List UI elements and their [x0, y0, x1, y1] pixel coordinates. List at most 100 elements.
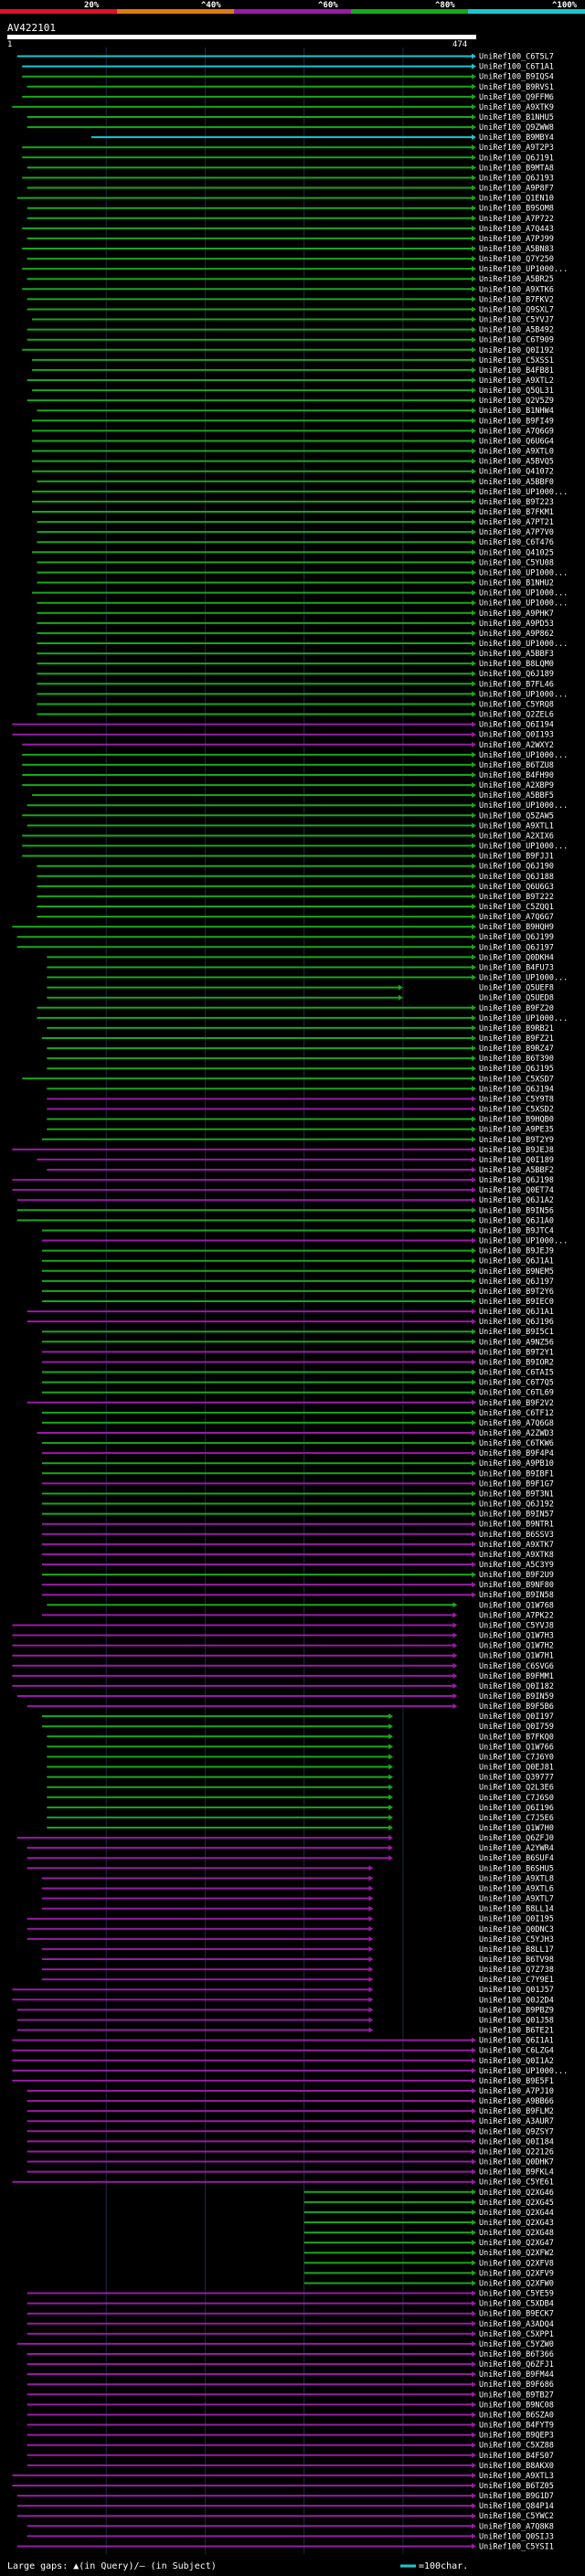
hit-row[interactable]: UniRef100_UP1000...	[27, 801, 569, 811]
hit-row[interactable]: UniRef100_A5B492	[27, 326, 554, 335]
hit-row[interactable]: UniRef100_Q39777	[47, 1774, 554, 1783]
hit-label[interactable]: UniRef100_Q0J2D4	[479, 1996, 554, 2005]
hit-row[interactable]: UniRef100_A9P862	[37, 630, 554, 639]
hit-row[interactable]: UniRef100_A9PHK7	[37, 610, 554, 619]
hit-label[interactable]: UniRef100_B6SUF4	[479, 1854, 554, 1863]
hit-row[interactable]: UniRef100_A9XTK6	[22, 285, 554, 294]
hit-row[interactable]: UniRef100_B9T223	[32, 498, 554, 507]
hit-row[interactable]: UniRef100_Q6I196	[47, 1804, 554, 1813]
hit-label[interactable]: UniRef100_B9IN59	[479, 1692, 554, 1701]
hit-label[interactable]: UniRef100_UP1000...	[479, 801, 568, 811]
hit-label[interactable]: UniRef100_C5XSS1	[479, 356, 554, 366]
hit-label[interactable]: UniRef100_A9PB10	[479, 1459, 554, 1468]
hit-label[interactable]: UniRef100_B1NHU5	[479, 113, 554, 122]
hit-row[interactable]: UniRef100_C5XSD7	[22, 1075, 554, 1084]
hit-label[interactable]: UniRef100_UP1000...	[479, 589, 568, 599]
hit-label[interactable]: UniRef100_B9I5C1	[479, 1328, 554, 1337]
hit-label[interactable]: UniRef100_Q6J198	[479, 1176, 554, 1185]
hit-row[interactable]: UniRef100_B7FKV2	[27, 295, 554, 304]
hit-row[interactable]: UniRef100_A7P7V0	[37, 528, 554, 537]
hit-row[interactable]: UniRef100_B7FL46	[37, 680, 554, 689]
hit-row[interactable]: UniRef100_Q6J193	[22, 174, 554, 183]
hit-row[interactable]: UniRef100_B6SUF4	[27, 1854, 554, 1863]
hit-row[interactable]: UniRef100_A2XBP9	[22, 781, 554, 790]
hit-row[interactable]: UniRef100_B9NEM5	[41, 1267, 554, 1277]
hit-label[interactable]: UniRef100_B9FJJ1	[479, 853, 554, 862]
hit-row[interactable]: UniRef100_C5YWC2	[16, 2512, 554, 2521]
hit-label[interactable]: UniRef100_A7Q6G9	[479, 427, 554, 436]
hit-row[interactable]: UniRef100_C6T476	[37, 538, 554, 547]
hit-row[interactable]: UniRef100_C7Y9E1	[41, 1976, 554, 1985]
hit-label[interactable]: UniRef100_B9NC08	[479, 2401, 554, 2410]
hit-row[interactable]: UniRef100_B9QEP3	[27, 2432, 554, 2441]
hit-label[interactable]: UniRef100_A7Q8K8	[479, 2522, 554, 2531]
hit-row[interactable]: UniRef100_B6T390	[47, 1055, 554, 1064]
hit-row[interactable]: UniRef100_A5BR25	[27, 275, 554, 284]
hit-label[interactable]: UniRef100_Q6J1A1	[479, 1308, 554, 1317]
hit-label[interactable]: UniRef100_B9FZ20	[479, 1004, 554, 1013]
hit-label[interactable]: UniRef100_C5Y9T8	[479, 1095, 554, 1104]
hit-label[interactable]: UniRef100_Q1EN10	[479, 195, 554, 204]
hit-row[interactable]: UniRef100_C6T7Q5	[41, 1379, 554, 1388]
hit-label[interactable]: UniRef100_Q6U6G3	[479, 883, 554, 892]
hit-label[interactable]: UniRef100_Q22126	[479, 2147, 554, 2157]
hit-label[interactable]: UniRef100_Q6J197	[479, 1277, 554, 1287]
hit-row[interactable]: UniRef100_Q6J195	[47, 1065, 554, 1074]
hit-row[interactable]: UniRef100_B9HQH9	[12, 923, 554, 932]
hit-label[interactable]: UniRef100_A9PE35	[479, 1126, 554, 1135]
hit-row[interactable]: UniRef100_B9MBY4	[90, 133, 554, 143]
hit-row[interactable]: UniRef100_Q0I195	[27, 1915, 554, 1924]
hit-row[interactable]: UniRef100_Q6J190	[37, 863, 554, 872]
hit-label[interactable]: UniRef100_A5BBF5	[479, 791, 554, 800]
hit-row[interactable]: UniRef100_A9PE35	[47, 1126, 554, 1135]
hit-label[interactable]: UniRef100_A9XTL0	[479, 448, 554, 457]
hit-row[interactable]: UniRef100_Q7Y250	[27, 255, 554, 264]
hit-row[interactable]: UniRef100_A5BN83	[22, 245, 554, 254]
hit-row[interactable]: UniRef100_A9XTL2	[27, 376, 554, 386]
hit-label[interactable]: UniRef100_C5YZW0	[479, 2340, 554, 2349]
hit-label[interactable]: UniRef100_UP1000...	[479, 640, 568, 649]
hit-row[interactable]: UniRef100_B8LQM0	[37, 660, 554, 669]
hit-row[interactable]: UniRef100_Q9ZSY7	[27, 2127, 554, 2136]
hit-label[interactable]: UniRef100_B9IOR2	[479, 1358, 554, 1367]
hit-label[interactable]: UniRef100_B9F686	[479, 2380, 554, 2390]
hit-label[interactable]: UniRef100_A2WXY2	[479, 741, 554, 750]
hit-label[interactable]: UniRef100_Q9SXL7	[479, 305, 554, 314]
hit-label[interactable]: UniRef100_Q6J190	[479, 863, 554, 872]
hit-label[interactable]: UniRef100_Q0DNC3	[479, 1925, 554, 1935]
hit-label[interactable]: UniRef100_C5YWC2	[479, 2512, 554, 2521]
hit-row[interactable]: UniRef100_Q0I182	[12, 1682, 554, 1691]
hit-label[interactable]: UniRef100_A2ZWD3	[479, 1429, 554, 1438]
hit-label[interactable]: UniRef100_B9FM44	[479, 2370, 554, 2380]
hit-label[interactable]: UniRef100_A9XTL2	[479, 376, 554, 386]
hit-row[interactable]: UniRef100_B8AKX0	[27, 2462, 554, 2471]
hit-label[interactable]: UniRef100_B8LL14	[479, 1905, 554, 1914]
hit-label[interactable]: UniRef100_Q2XG43	[479, 2219, 554, 2228]
hit-label[interactable]: UniRef100_B9IN58	[479, 1591, 554, 1600]
hit-row[interactable]: UniRef100_B4FS07	[27, 2452, 554, 2461]
hit-row[interactable]: UniRef100_B9FZ21	[41, 1034, 554, 1044]
hit-row[interactable]: UniRef100_C5YVJ8	[12, 1621, 554, 1630]
hit-row[interactable]: UniRef100_B9IBF1	[41, 1469, 554, 1479]
hit-row[interactable]: UniRef100_Q2XG43	[303, 2219, 554, 2228]
hit-label[interactable]: UniRef100_Q0I1A2	[479, 2057, 554, 2066]
hit-label[interactable]: UniRef100_Q01J57	[479, 1986, 554, 1995]
hit-row[interactable]: UniRef100_Q01J57	[12, 1986, 554, 1995]
hit-label[interactable]: UniRef100_A5BVQ5	[479, 458, 554, 467]
hit-row[interactable]: UniRef100_UP1000...	[32, 589, 568, 599]
hit-label[interactable]: UniRef100_A9XTK7	[479, 1541, 554, 1550]
hit-label[interactable]: UniRef100_A9XTK6	[479, 285, 554, 294]
hit-label[interactable]: UniRef100_Q5QL31	[479, 387, 554, 396]
hit-label[interactable]: UniRef100_Q1W7H0	[479, 1824, 554, 1833]
hit-row[interactable]: UniRef100_C6LZG4	[12, 2047, 554, 2056]
hit-label[interactable]: UniRef100_A5C3Y9	[479, 1561, 554, 1570]
hit-label[interactable]: UniRef100_A2XIX6	[479, 832, 554, 841]
hit-row[interactable]: UniRef100_A5C3Y9	[41, 1561, 554, 1570]
hit-row[interactable]: UniRef100_Q41025	[32, 548, 554, 557]
hit-row[interactable]: UniRef100_B4FU73	[47, 963, 554, 972]
hit-row[interactable]: UniRef100_B9JEJ9	[41, 1247, 554, 1256]
hit-label[interactable]: UniRef100_Q2ZEL6	[479, 711, 554, 720]
hit-row[interactable]: UniRef100_B9FMM1	[12, 1672, 554, 1681]
hit-row[interactable]: UniRef100_A5BBF5	[32, 791, 554, 800]
hit-row[interactable]: UniRef100_B9T2Y9	[41, 1136, 554, 1145]
